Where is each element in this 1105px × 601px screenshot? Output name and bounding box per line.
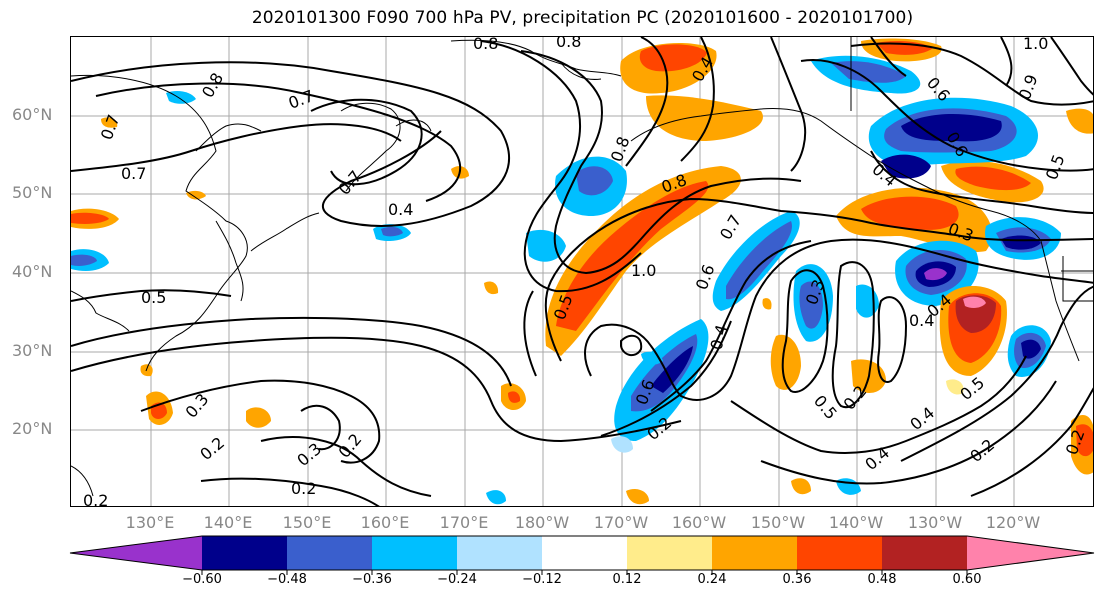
pv-contours [71,37,1093,506]
lat-label-40n: 40°N [12,262,53,281]
colorbar-tick-label: −0.60 [182,572,222,587]
contour-label: 0.7 [121,164,146,183]
contour-label: 0.5 [141,288,166,307]
colorbar-tick-label: 0.36 [782,572,812,587]
map-title: 2020101300 F090 700 hPa PV, precipitatio… [251,8,914,28]
colorbar-tick-label: 0.12 [612,572,642,587]
colorbar-segment [70,536,202,570]
colorbar-segment [882,536,967,570]
lat-label-20n: 20°N [12,419,53,438]
precipitation-shading [71,38,1093,505]
lon-label-120w: 120°W [985,513,1041,532]
lon-label-150e: 150°E [282,513,332,532]
colorbar-tick-marks [201,570,968,575]
colorbar-segment [372,536,457,570]
lon-label-140e: 140°E [203,513,253,532]
colorbar-tick-label: −0.12 [522,572,562,587]
colorbar-tick-label: −0.36 [352,572,392,587]
contour-label: 1.0 [631,261,656,280]
lon-label-180w: 180°W [514,513,570,532]
contour-label: 0.8 [473,37,498,53]
contour-label: 0.2 [83,491,108,507]
colorbar-tick-label: 0.60 [952,572,982,587]
contour-label: 0.8 [556,37,581,51]
colorbar-segment [797,536,882,570]
colorbar-segment [627,536,712,570]
contour-label: 0.4 [388,200,413,219]
colorbar-segment [542,536,627,570]
colorbar-tick-label: 0.48 [867,572,897,587]
contour-label: 0.4 [909,311,934,330]
lon-label-150w: 150°W [750,513,806,532]
lat-label-50n: 50°N [12,183,53,202]
colorbar-segment [287,536,372,570]
contour-label: 1.0 [1023,37,1048,53]
colorbar-segment [202,536,287,570]
lon-label-160w: 160°W [671,513,727,532]
lon-label-130w: 130°W [907,513,963,532]
colorbar-tick-label: −0.48 [267,572,307,587]
colorbar-segment [457,536,542,570]
map-panel: 0.8 0.8 1.0 0.7 0.4 0.8 0.6 0.9 0.8 0.4 … [70,36,1094,507]
colorbar-segment [967,536,1094,570]
lon-label-170e: 170°E [439,513,489,532]
lat-label-30n: 30°N [12,341,53,360]
colorbar-tick-label: −0.24 [437,572,477,587]
contour-label: 0.2 [291,479,316,498]
map-svg: 0.8 0.8 1.0 0.7 0.4 0.8 0.6 0.9 0.8 0.4 … [71,37,1093,507]
lon-label-140w: 140°W [828,513,884,532]
lon-label-130e: 130°E [125,513,175,532]
colorbar-segment [712,536,797,570]
lat-label-60n: 60°N [12,105,53,124]
colorbar-tick-label: 0.24 [697,572,727,587]
lon-label-170w: 170°W [593,513,649,532]
lon-label-160e: 160°E [360,513,410,532]
